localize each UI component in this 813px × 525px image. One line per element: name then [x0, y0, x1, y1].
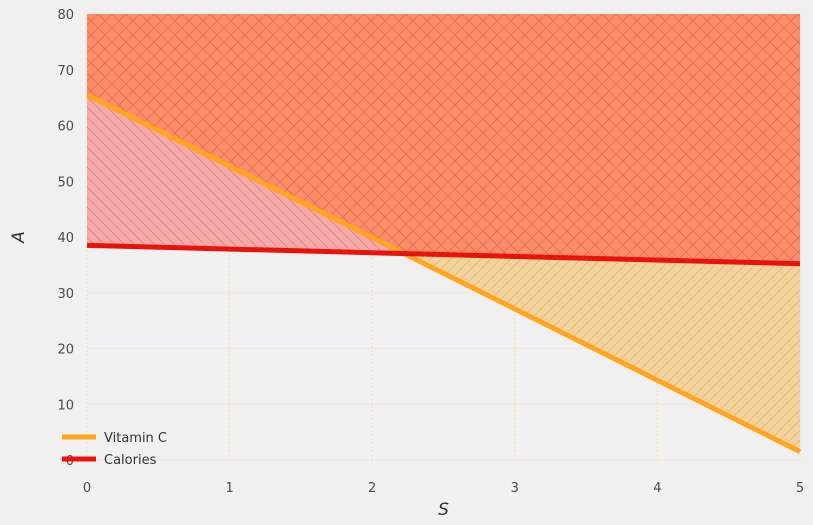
y-tick-label: 30 [57, 287, 74, 302]
series-line-calories [86, 242, 801, 267]
y-tick-label: 10 [57, 398, 74, 413]
series-line-vitamin-c [85, 92, 802, 454]
y-tick-label: 20 [57, 343, 74, 358]
x-tick-label: 2 [368, 481, 376, 496]
x-axis-label: S [438, 500, 449, 520]
y-tick-label: 70 [57, 64, 74, 79]
y-tick-label: 60 [57, 120, 74, 135]
feasible-regions [87, 14, 800, 452]
x-tick-label: 1 [225, 481, 233, 496]
region-overlap-hatch [87, 14, 800, 264]
x-tick-label: 4 [653, 481, 661, 496]
y-tick-label: 50 [57, 175, 74, 190]
series-lines [85, 92, 802, 454]
x-tick-label: 3 [511, 481, 519, 496]
x-tick-label: 0 [83, 481, 91, 496]
x-tick-label: 5 [796, 481, 804, 496]
y-tick-label: 80 [57, 8, 74, 23]
legend-label: Calories [104, 453, 157, 468]
legend-label: Vitamin C [104, 431, 167, 446]
legend: Vitamin C Calories [62, 431, 167, 468]
y-axis-label: A [9, 231, 29, 244]
y-tick-label: 40 [57, 231, 74, 246]
